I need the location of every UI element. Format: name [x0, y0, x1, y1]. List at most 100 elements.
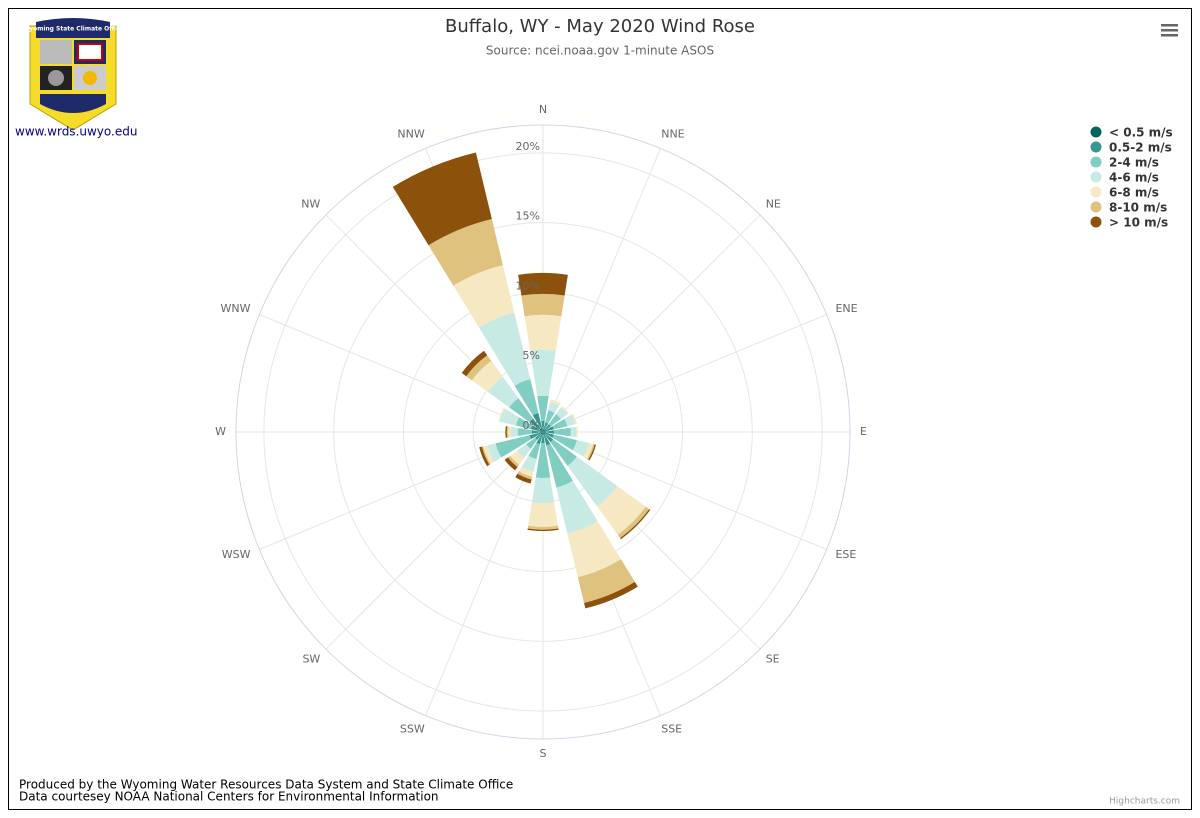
site-link[interactable]: www.wrds.uwyo.edu — [15, 125, 137, 139]
rose-segment — [530, 349, 556, 397]
direction-label: SSE — [661, 722, 682, 735]
rose-segment — [540, 432, 543, 434]
rose-segment — [542, 432, 544, 435]
rose-segment — [552, 418, 568, 430]
rose-segment — [495, 435, 532, 458]
rose-segment — [527, 528, 559, 532]
legend-label: < 0.5 m/s — [1109, 126, 1173, 140]
direction-label: SW — [302, 653, 320, 666]
rose-segment — [510, 450, 525, 465]
rose-segment — [487, 376, 519, 408]
rose-segment — [535, 443, 551, 479]
rose-segment — [481, 446, 491, 465]
legend-label: 8-10 m/s — [1109, 201, 1167, 215]
rose-segment — [529, 418, 541, 430]
rose-segment — [543, 432, 545, 435]
rose-segment — [570, 426, 577, 438]
rose-segment — [546, 443, 573, 488]
rose-segment — [531, 430, 541, 434]
rose-segment — [545, 410, 555, 424]
credit-line: Produced by the Wyoming Water Resources … — [19, 778, 513, 792]
legend-label: 4-6 m/s — [1109, 171, 1159, 185]
radial-grid-line — [542, 214, 761, 433]
rose-segment — [499, 408, 520, 426]
direction-label: NE — [766, 197, 781, 210]
rose-segment — [521, 293, 565, 317]
y-tick-label: 20% — [516, 140, 540, 153]
rose-segment — [543, 434, 551, 446]
rose-segment — [509, 398, 534, 423]
legend-marker — [1090, 201, 1102, 213]
legend-marker — [1090, 156, 1102, 168]
rose-segment — [556, 480, 598, 534]
rose-segment — [466, 355, 492, 381]
rose-segment — [556, 407, 568, 419]
direction-label: W — [215, 425, 226, 438]
rose-segment — [543, 431, 546, 433]
rose-segment — [548, 402, 560, 413]
rose-segment — [576, 426, 578, 438]
rose-segment — [587, 444, 595, 460]
rose-segment — [517, 444, 531, 458]
direction-label: N — [539, 103, 547, 116]
direction-label: WNW — [221, 302, 251, 315]
logo: Wyoming State Climate Office — [22, 18, 124, 131]
direction-label: NW — [301, 197, 320, 210]
rose-segment — [583, 443, 594, 459]
rose-segment — [506, 426, 509, 438]
menu-button[interactable] — [1161, 24, 1178, 37]
rose-segment — [552, 434, 577, 451]
legend-marker — [1090, 171, 1102, 183]
rose-segment — [550, 399, 561, 406]
rose-segment — [487, 443, 502, 462]
rose-segment — [504, 457, 518, 471]
legend-marker — [1090, 186, 1102, 198]
y-tick-label: 10% — [516, 279, 540, 292]
rose-segment — [550, 439, 577, 466]
rose-segment — [620, 509, 651, 540]
legend-marker — [1090, 141, 1102, 153]
rose-segment — [540, 431, 543, 433]
rose-segment — [527, 525, 559, 530]
rose-segment — [545, 426, 554, 432]
radial-grid-line — [542, 148, 661, 433]
rose-segment — [514, 379, 539, 416]
rose-segment — [540, 427, 543, 432]
rose-segment — [545, 430, 555, 434]
rose-segment — [545, 432, 554, 438]
outer-circle — [235, 124, 851, 740]
rose-segment — [572, 440, 590, 457]
legend-label: 2-4 m/s — [1109, 156, 1159, 170]
rose-segment — [554, 427, 571, 437]
rose-segment — [517, 471, 533, 480]
brand[interactable]: Highcharts.com — [1109, 797, 1180, 807]
rose-segment — [584, 581, 638, 609]
rose-segment — [526, 437, 538, 449]
direction-label: ENE — [835, 302, 857, 315]
rose-segment — [521, 455, 537, 472]
legend-label: > 10 m/s — [1109, 216, 1168, 230]
rose-segment — [508, 426, 512, 438]
rose-segment — [539, 428, 543, 432]
rose-segment — [471, 360, 503, 392]
rose-segment — [505, 426, 508, 438]
rose-segment — [483, 445, 495, 465]
rose-segment — [478, 312, 531, 386]
direction-label: SSW — [400, 722, 425, 735]
rose-segment — [517, 428, 532, 436]
rose-segment — [510, 426, 519, 438]
radial-grid-line — [542, 314, 827, 433]
legend-marker — [1090, 216, 1102, 228]
rose-segment — [453, 265, 515, 328]
direction-label: S — [540, 747, 547, 760]
rose-segment — [548, 413, 562, 427]
rose-segment — [541, 434, 545, 444]
rose-segment — [508, 455, 520, 467]
rose-segment — [617, 506, 650, 539]
rose-segment — [428, 218, 503, 286]
credit-line: Data courtesey NOAA National Centers for… — [19, 790, 439, 804]
rose-segment — [536, 434, 543, 445]
rose-segment — [543, 429, 546, 432]
rose-segment — [543, 429, 545, 432]
